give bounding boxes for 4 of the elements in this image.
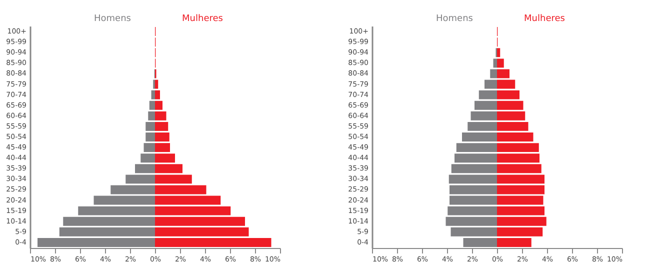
text: Mulheres — [524, 14, 566, 24]
text: Mulheres — [182, 14, 224, 24]
text: Homens — [94, 14, 132, 24]
text: Homens — [436, 14, 474, 24]
